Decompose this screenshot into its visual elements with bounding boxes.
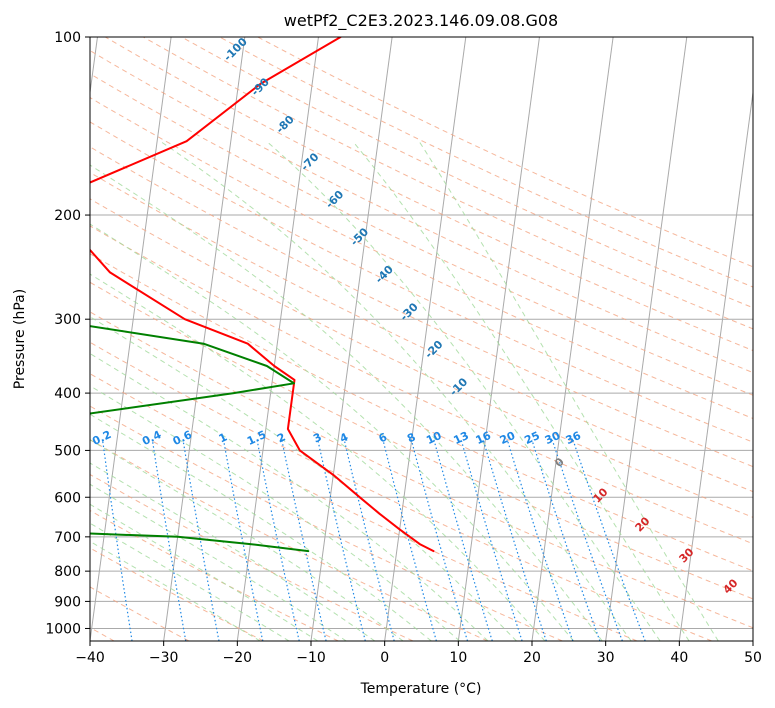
- dewpoint-profile-line: [90, 325, 310, 553]
- plot-background: [90, 37, 753, 641]
- y-tick-label: 800: [54, 564, 81, 580]
- mixing-ratio-label: 30: [543, 429, 563, 447]
- dry-adiabat-line: [90, 225, 753, 545]
- mixing-ratio-line: [460, 439, 523, 641]
- isotherm-gridline: [531, 37, 614, 641]
- dry-adiabat-line: [219, 37, 753, 288]
- dry-adiabat-line: [90, 311, 753, 629]
- mixing-ratio-label: 13: [452, 429, 471, 447]
- dry-adiabat-line: [90, 198, 753, 518]
- mixing-ratio-line: [551, 439, 623, 641]
- isotherm-gridline: [236, 37, 319, 641]
- x-axis-title: Temperature (°C): [360, 681, 482, 697]
- mixing-ratio-line: [343, 439, 395, 641]
- moist-adiabat-line: [90, 164, 603, 641]
- moist-adiabat-line: [90, 462, 376, 641]
- moist-adiabat-line: [352, 140, 690, 641]
- isotherm-gridline: [605, 37, 688, 641]
- y-tick-label: 200: [54, 208, 81, 224]
- y-tick-label: 500: [54, 443, 81, 459]
- axes: −40 −30 −20 −10 0 10 20 30 40 50 100 200 300 400 500 60…: [45, 30, 762, 666]
- mixing-ratio-label: 36: [564, 429, 584, 447]
- x-tick-label: 10: [449, 650, 467, 666]
- dry-adiabat-line: [104, 37, 753, 352]
- dry-adiabat-line: [181, 37, 753, 309]
- isotherm-gridline: [678, 88, 753, 641]
- dry-adiabat-line: [90, 121, 753, 443]
- moist-adiabat-line: [90, 353, 489, 641]
- x-tick-label: 20: [523, 650, 541, 666]
- x-tick-label: −30: [149, 650, 179, 666]
- mixing-ratio-line: [256, 439, 300, 641]
- x-tick-label: −20: [223, 650, 253, 666]
- dry-adiabat-line: [90, 146, 753, 468]
- isotherm-gridline: [90, 37, 172, 641]
- moist-adiabat-line: [90, 503, 319, 641]
- y-tick-label: 600: [54, 490, 81, 506]
- mixing-ratio-line: [572, 439, 646, 641]
- moist-adiabat-line: [90, 439, 404, 641]
- moist-adiabat-line: [90, 316, 517, 641]
- y-tick-label: 900: [54, 594, 81, 610]
- mixing-ratio-line: [433, 439, 493, 641]
- dry-adiabat-line: [90, 341, 712, 641]
- moist-adiabat-line: [418, 140, 719, 641]
- mixing-ratio-line: [101, 439, 133, 641]
- mixing-ratio-line: [182, 439, 220, 641]
- moist-adiabat-line: [90, 385, 461, 641]
- x-tick-label: −40: [75, 650, 105, 666]
- mixing-ratio-line: [317, 439, 366, 641]
- dry-adiabat-line: [90, 547, 264, 641]
- mixing-ratio-line: [382, 439, 437, 641]
- isotherm-gridline: [384, 37, 467, 641]
- x-tick-label: 40: [670, 650, 688, 666]
- mixing-ratio-label: 25: [522, 429, 541, 447]
- mixing-ratio-line: [281, 439, 327, 641]
- isotherm-gridline: [90, 37, 98, 97]
- isotherm-gridline: [457, 37, 540, 641]
- mixing-ratio-label: 16: [474, 429, 494, 447]
- dry-adiabat-line: [90, 509, 339, 641]
- x-tick-label: 30: [597, 650, 615, 666]
- dry-adiabat-line: [90, 253, 753, 572]
- moist-adiabat-line: [90, 413, 432, 641]
- plot-frame: [89, 36, 754, 642]
- y-tick-label: 700: [54, 530, 81, 546]
- x-tick-label: 0: [380, 650, 389, 666]
- chart-title: wetPf2_C2E3.2023.146.09.08.G08: [284, 11, 558, 31]
- mixing-ratio-label: 10: [424, 429, 444, 447]
- isotherm-gridline: [752, 637, 753, 641]
- mixing-ratio-line: [222, 439, 264, 641]
- y-tick-label: 300: [54, 312, 81, 328]
- y-axis-title: Pressure (hPa): [12, 289, 28, 389]
- mixing-ratio-line: [410, 439, 469, 641]
- mixing-ratio-line: [151, 439, 187, 641]
- x-tick-label: −10: [296, 650, 326, 666]
- y-tick-label: 100: [54, 30, 81, 46]
- dry-adiabat-line: [90, 73, 753, 396]
- plot-area: [90, 37, 753, 641]
- dry-adiabat-line: [90, 439, 488, 641]
- dry-adiabat-line: [90, 405, 563, 641]
- moist-adiabat-line: [90, 223, 574, 641]
- y-tick-label: 1000: [45, 621, 81, 637]
- y-tick-label: 400: [54, 386, 81, 402]
- temperature-profile-line: [90, 37, 435, 553]
- moist-adiabat-line: [159, 140, 632, 641]
- moist-adiabat-line: [90, 273, 546, 641]
- x-tick-label: 50: [744, 650, 762, 666]
- mixing-ratio-label: 20: [498, 429, 518, 447]
- isotherm-gridline: [163, 37, 246, 641]
